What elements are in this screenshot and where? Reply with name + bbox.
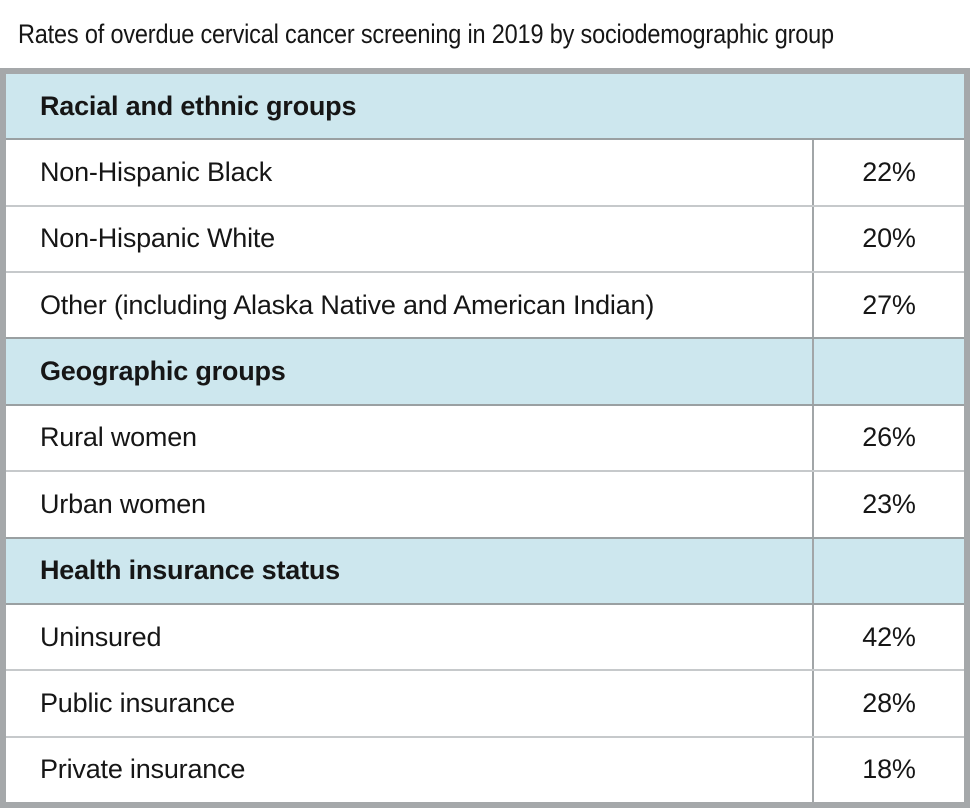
row-label: Rural women [40, 422, 197, 453]
section-header-row: Health insurance status [6, 536, 964, 603]
section-header-value-cell [812, 74, 964, 138]
section-header-label: Racial and ethnic groups [40, 90, 357, 121]
row-value: 42% [812, 604, 964, 670]
section-header-value-cell [812, 339, 964, 404]
table-row: Public insurance 28% [6, 669, 964, 736]
row-value: 26% [812, 405, 964, 471]
row-label: Non-Hispanic Black [40, 157, 272, 188]
row-value: 18% [812, 737, 964, 802]
table-row: Uninsured 42% [6, 602, 964, 670]
table-row: Non-Hispanic White 20% [6, 204, 964, 272]
section-header-value-cell [812, 538, 964, 603]
section-header-row: Geographic groups [6, 337, 964, 404]
section-header-label: Health insurance status [40, 555, 340, 586]
table-row: Private insurance 18% [6, 735, 964, 802]
row-label: Private insurance [40, 754, 246, 785]
row-label: Other (including Alaska Native and Ameri… [40, 289, 655, 320]
row-value: 23% [812, 472, 964, 537]
row-label: Urban women [40, 488, 206, 519]
table-row: Non-Hispanic Black 22% [6, 138, 964, 205]
screening-rates-table: Racial and ethnic groups Non-Hispanic Bla… [0, 68, 970, 808]
table-row: Rural women 26% [6, 403, 964, 471]
row-label: Public insurance [40, 687, 235, 718]
row-value: 28% [812, 671, 964, 736]
table-row: Other (including Alaska Native and Ameri… [6, 271, 964, 338]
row-value: 27% [812, 273, 964, 338]
chart-title: Rates of overdue cervical cancer screeni… [0, 0, 970, 68]
table-row: Urban women 23% [6, 470, 964, 537]
row-label: Uninsured [40, 621, 162, 652]
row-value: 20% [812, 206, 964, 272]
row-label: Non-Hispanic White [40, 223, 275, 254]
section-header-row: Racial and ethnic groups [6, 74, 964, 139]
chart-title-text: Rates of overdue cervical cancer screeni… [18, 18, 834, 49]
section-header-label: Geographic groups [40, 356, 286, 387]
row-value: 22% [812, 140, 964, 205]
